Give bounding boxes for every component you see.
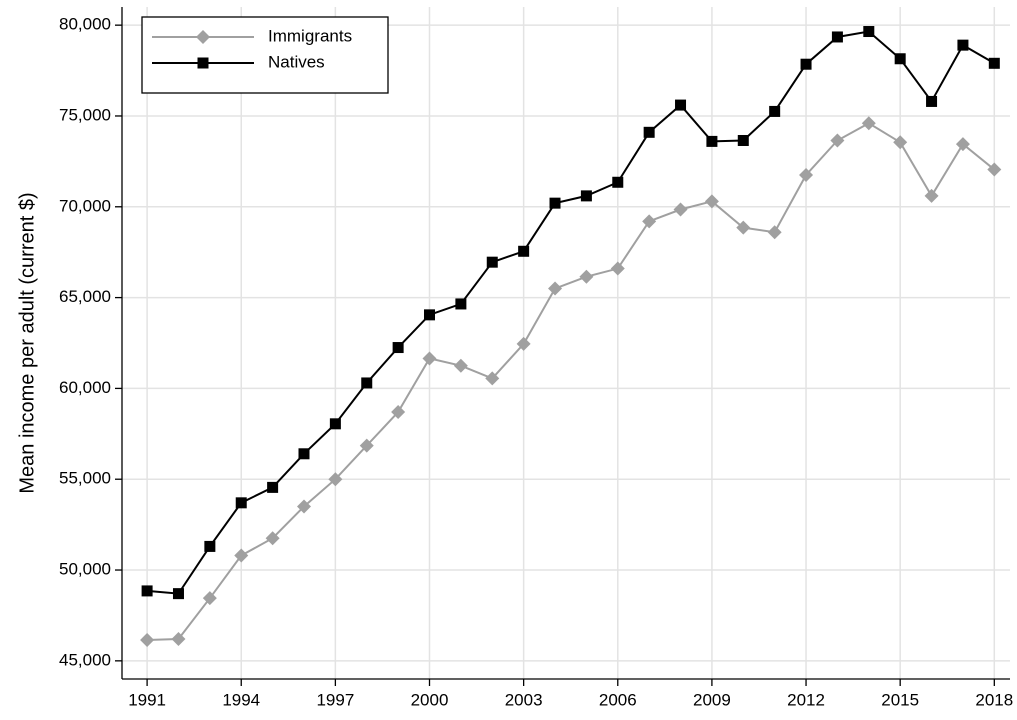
- x-tick-label: 2012: [787, 690, 825, 709]
- x-tick-label: 1994: [222, 690, 260, 709]
- data-point: [329, 418, 341, 430]
- data-point: [926, 95, 938, 107]
- data-point: [643, 126, 655, 138]
- data-point: [863, 26, 875, 38]
- data-point: [767, 225, 782, 240]
- legend-label: Immigrants: [268, 26, 352, 45]
- data-point: [830, 133, 845, 148]
- data-point: [987, 162, 1002, 177]
- data-point: [359, 438, 374, 453]
- data-point: [800, 58, 812, 70]
- data-point: [453, 358, 468, 373]
- data-point: [141, 585, 153, 597]
- data-point: [610, 261, 625, 276]
- data-point: [234, 548, 249, 563]
- data-point: [518, 245, 530, 257]
- data-point: [704, 194, 719, 209]
- data-point: [172, 588, 184, 600]
- data-point: [424, 309, 436, 321]
- data-point: [831, 31, 843, 43]
- data-point: [171, 632, 186, 647]
- data-point: [955, 137, 970, 152]
- data-point: [924, 188, 939, 203]
- x-tick-label: 2018: [975, 690, 1013, 709]
- y-tick-label: 70,000: [59, 196, 111, 215]
- y-tick-label: 60,000: [59, 378, 111, 397]
- data-point: [548, 281, 563, 296]
- x-tick-label: 2009: [693, 690, 731, 709]
- data-point: [265, 531, 280, 546]
- data-point: [861, 116, 876, 131]
- x-tick-label: 2003: [505, 690, 543, 709]
- data-point: [675, 99, 687, 111]
- series-line: [147, 30, 995, 595]
- legend-box: [141, 16, 389, 94]
- data-point: [422, 351, 437, 366]
- data-point: [298, 448, 310, 460]
- y-tick-label: 45,000: [59, 650, 111, 669]
- data-point: [549, 197, 561, 209]
- y-axis-label: Mean income per adult (current $): [16, 192, 38, 493]
- data-point: [516, 336, 531, 351]
- y-tick-label: 75,000: [59, 105, 111, 124]
- data-point: [486, 256, 498, 268]
- data-point: [769, 105, 781, 117]
- data-point: [988, 57, 1000, 69]
- data-point: [235, 497, 247, 509]
- data-point: [894, 53, 906, 65]
- data-point: [267, 481, 279, 493]
- data-point: [204, 540, 216, 552]
- data-point: [612, 176, 624, 188]
- data-point: [893, 135, 908, 150]
- y-tick-label: 50,000: [59, 560, 111, 579]
- data-point: [296, 499, 311, 514]
- data-point: [361, 377, 373, 389]
- series-line: [147, 122, 995, 641]
- data-point: [957, 39, 969, 51]
- data-point: [392, 342, 404, 354]
- data-point: [455, 298, 467, 310]
- x-tick-label: 2015: [881, 690, 919, 709]
- data-point: [737, 134, 749, 146]
- y-tick-label: 55,000: [59, 469, 111, 488]
- data-point: [673, 202, 688, 217]
- data-point: [736, 220, 751, 235]
- y-tick-label: 65,000: [59, 287, 111, 306]
- x-tick-label: 1991: [128, 690, 166, 709]
- x-tick-label: 2000: [411, 690, 449, 709]
- data-point: [202, 591, 217, 606]
- data-point: [391, 405, 406, 420]
- legend-marker: [197, 57, 209, 69]
- data-point: [642, 214, 657, 229]
- x-tick-label: 1997: [316, 690, 354, 709]
- legend-marker: [196, 30, 210, 44]
- legend-label: Natives: [268, 52, 325, 71]
- data-point: [799, 168, 814, 182]
- data-point: [140, 632, 155, 647]
- y-tick-label: 80,000: [59, 15, 111, 34]
- data-point: [579, 269, 594, 284]
- data-point: [706, 135, 718, 147]
- x-tick-label: 2006: [599, 690, 637, 709]
- data-point: [580, 190, 592, 202]
- data-point: [328, 472, 343, 487]
- data-point: [485, 371, 500, 386]
